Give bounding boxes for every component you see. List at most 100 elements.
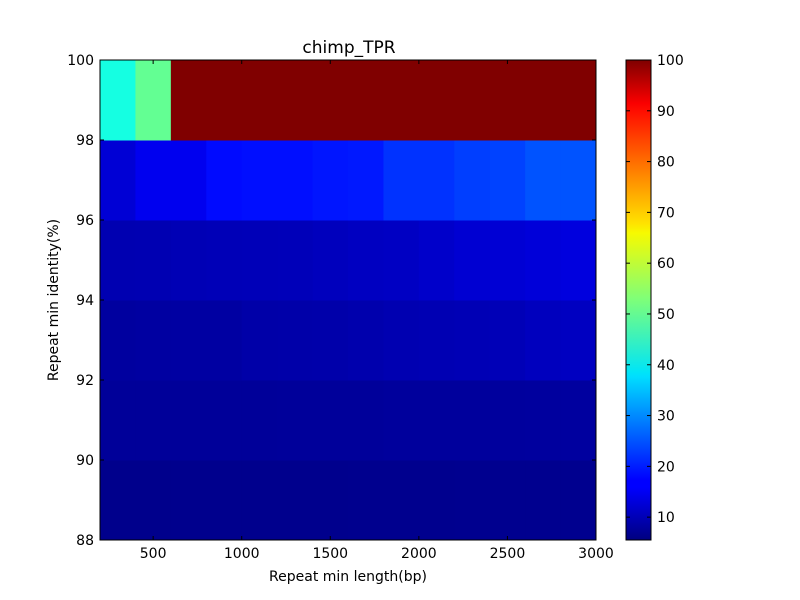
x-tick-label: 3000 <box>578 546 614 562</box>
heatmap-cell <box>206 460 243 541</box>
y-tick-label: 96 <box>76 213 94 229</box>
heatmap-cell <box>241 140 278 221</box>
heatmap-cell <box>348 300 384 381</box>
heatmap-cell <box>135 220 172 301</box>
heatmap-cell <box>348 460 384 541</box>
heatmap-cell <box>312 140 349 221</box>
heatmap-cell <box>100 140 136 221</box>
heatmap-cell <box>489 60 526 141</box>
colorbar-tick-label: 10 <box>657 510 675 526</box>
heatmap-cell <box>312 60 349 141</box>
y-tick-label: 92 <box>76 373 94 389</box>
heatmap-cell <box>489 220 526 301</box>
y-axis: 88 90 92 94 96 98 100 <box>67 53 596 549</box>
heatmap-cell <box>170 380 207 461</box>
heatmap-cell <box>383 60 420 141</box>
y-tick-label: 90 <box>76 453 94 469</box>
chart-title: chimp_TPR <box>302 38 395 58</box>
heatmap-cell <box>277 140 314 221</box>
heatmap-cell <box>312 300 349 381</box>
heatmap-cell <box>525 300 562 381</box>
heatmap-cell <box>525 60 562 141</box>
heatmap-cell <box>135 60 172 141</box>
heatmap-cell <box>170 140 207 221</box>
colorbar-tick-label: 30 <box>657 409 675 425</box>
colorbar-tick-label: 80 <box>657 155 675 171</box>
colorbar-tick-label: 100 <box>657 53 684 69</box>
heatmap-cell <box>277 380 314 461</box>
x-tick-label: 500 <box>140 546 167 562</box>
heatmap-cell <box>560 220 597 301</box>
heatmap-cell <box>100 460 136 541</box>
heatmap-cell <box>560 300 597 381</box>
heatmap-cell <box>206 220 243 301</box>
colorbar-ticks: 10 20 30 40 50 60 70 80 90 100 <box>626 53 684 526</box>
heatmap-cell <box>206 140 243 221</box>
x-axis-label: Repeat min length(bp) <box>269 569 427 585</box>
heatmap-cell <box>135 460 172 541</box>
heatmap-cell <box>312 380 349 461</box>
heatmap-cell <box>383 140 420 221</box>
colorbar-tick-label: 90 <box>657 104 675 120</box>
y-tick-label: 94 <box>76 293 94 309</box>
heatmap-cell <box>489 300 526 381</box>
heatmap-cell <box>489 460 526 541</box>
heatmap-cell <box>348 60 384 141</box>
heatmap-cell <box>418 460 455 541</box>
colorbar-tick-label: 20 <box>657 459 675 475</box>
heatmap-cell <box>348 140 384 221</box>
heatmap-cell <box>560 60 597 141</box>
heatmap-cell <box>454 220 491 301</box>
y-axis-label: Repeat min identity(%) <box>46 219 62 381</box>
heatmap-cell <box>277 220 314 301</box>
heatmap-cell <box>170 60 207 141</box>
heatmap-cell <box>348 380 384 461</box>
heatmap-cell <box>100 220 136 301</box>
heatmap-cell <box>383 220 420 301</box>
heatmap-cell <box>454 300 491 381</box>
heatmap-cell <box>100 380 136 461</box>
heatmap-cell <box>100 300 136 381</box>
heatmap-cell <box>206 380 243 461</box>
heatmap-cell <box>489 140 526 221</box>
heatmap-cell <box>418 380 455 461</box>
heatmap-cell <box>241 460 278 541</box>
heatmap-cell <box>135 380 172 461</box>
heatmap-cell <box>170 220 207 301</box>
heatmap-cell <box>454 380 491 461</box>
heatmap-cell <box>170 300 207 381</box>
x-tick-label: 1000 <box>224 546 260 562</box>
heatmap-cell <box>100 60 136 141</box>
heatmap-cell <box>383 300 420 381</box>
heatmap-cell <box>383 460 420 541</box>
colorbar-tick-label: 70 <box>657 205 675 221</box>
heatmap-cell <box>241 220 278 301</box>
heatmap-cell <box>206 60 243 141</box>
colorbar-tick-label: 50 <box>657 307 675 323</box>
heatmap-cell <box>135 140 172 221</box>
heatmap-cell <box>418 60 455 141</box>
x-tick-label: 2500 <box>490 546 526 562</box>
heatmap-cell <box>525 220 562 301</box>
y-tick-label: 88 <box>76 533 94 549</box>
heatmap-cell <box>241 380 278 461</box>
heatmap-cell <box>525 140 562 221</box>
x-tick-label: 1500 <box>312 546 348 562</box>
heatmap-cell <box>560 380 597 461</box>
heatmap-cell <box>454 140 491 221</box>
heatmap-cells <box>100 60 597 541</box>
heatmap-cell <box>454 60 491 141</box>
y-tick-label: 100 <box>67 53 94 69</box>
heatmap-cell <box>312 220 349 301</box>
heatmap-cell <box>277 460 314 541</box>
colorbar-tick-label: 40 <box>657 358 675 374</box>
heatmap-cell <box>170 460 207 541</box>
colorbar <box>625 59 652 541</box>
heatmap-cell <box>560 460 597 541</box>
heatmap-cell <box>525 380 562 461</box>
heatmap-cell <box>312 460 349 541</box>
heatmap-cell <box>489 380 526 461</box>
x-tick-label: 2000 <box>401 546 437 562</box>
heatmap-cell <box>383 380 420 461</box>
